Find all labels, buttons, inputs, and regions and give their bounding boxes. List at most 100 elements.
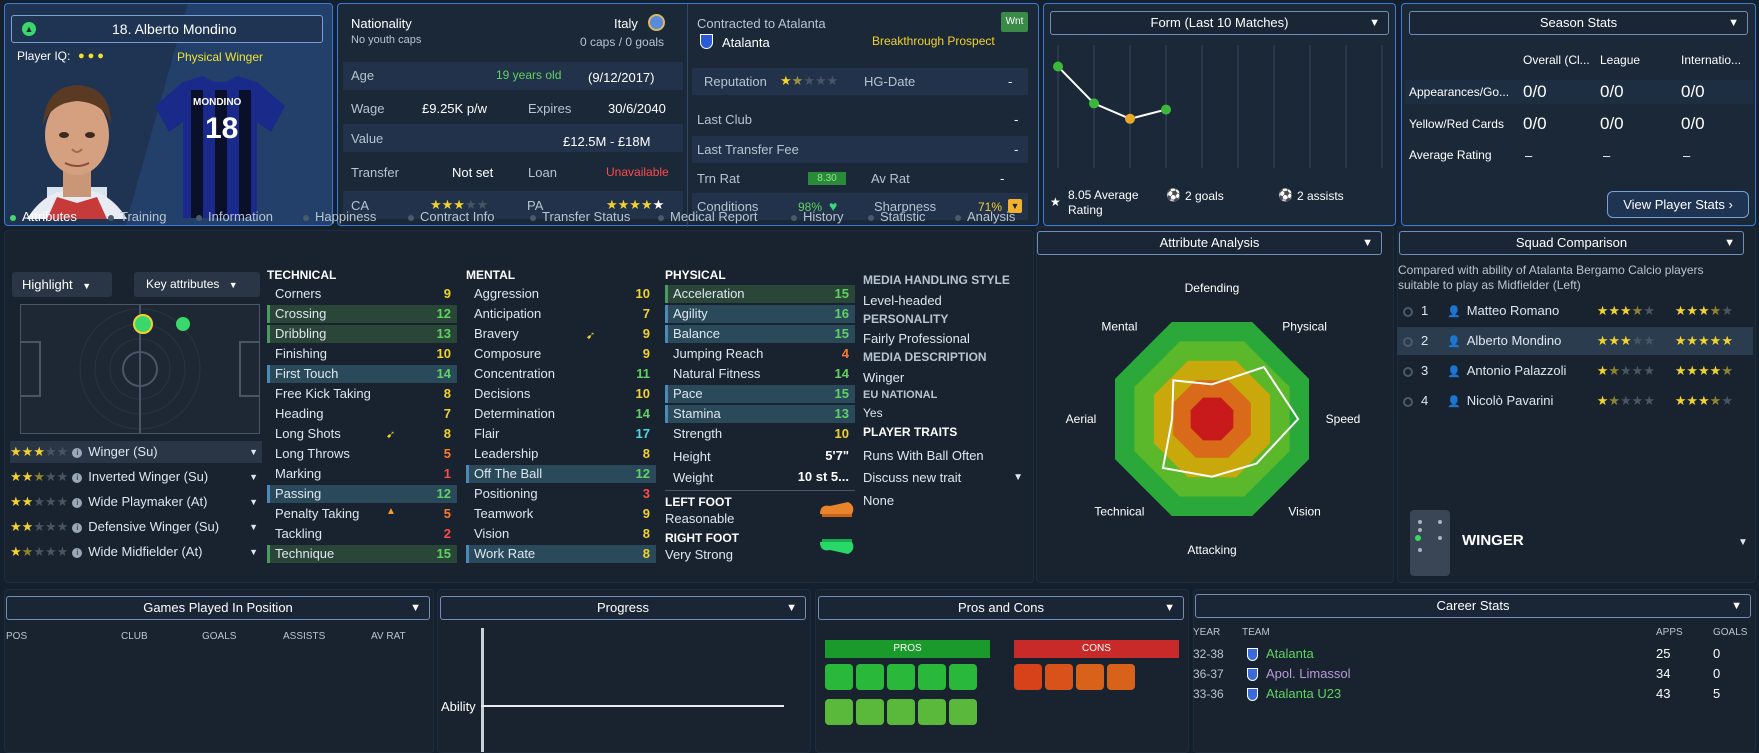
- squad-row[interactable]: 1 👤 Matteo Romano ★★★★★ ★★★★★: [1397, 297, 1753, 325]
- eu-value: Yes: [863, 406, 883, 420]
- form-point[interactable]: [1089, 98, 1099, 109]
- info-icon[interactable]: i: [72, 497, 83, 508]
- info-icon[interactable]: i: [72, 547, 83, 558]
- attribute-teamwork[interactable]: Teamwork 9: [466, 505, 656, 523]
- career-row[interactable]: 33-36 Atalanta U23 43 5: [1193, 684, 1753, 704]
- attribute-long-throws[interactable]: Long Throws 5: [267, 445, 457, 463]
- progress-header[interactable]: Progress ▼: [440, 596, 806, 620]
- radio-icon: [1403, 306, 1413, 317]
- form-header[interactable]: Form (Last 10 Matches) ▼: [1050, 11, 1389, 35]
- attribute-aggression[interactable]: Aggression 10: [466, 285, 656, 303]
- highlight-dropdown[interactable]: Highlight ▼: [12, 272, 112, 297]
- role-option[interactable]: ★★★★★ i Inverted Winger (Su) ▼: [10, 466, 262, 488]
- attribute-tackling[interactable]: Tackling 2: [267, 525, 457, 543]
- cons-icons: [1014, 664, 1184, 693]
- tab-attributes[interactable]: Attributes: [10, 208, 77, 226]
- attribute-concentration[interactable]: Concentration 11: [466, 365, 656, 383]
- attribute-corners[interactable]: Corners 9: [267, 285, 457, 303]
- info-icon[interactable]: i: [72, 472, 83, 483]
- attribute-work-rate[interactable]: Work Rate 8: [466, 545, 656, 563]
- games-header[interactable]: Games Played In Position ▼: [6, 596, 430, 620]
- squad-row[interactable]: 4 👤 Nicolò Pavarini ★★★★★ ★★★★★: [1397, 387, 1753, 415]
- squad-row[interactable]: 2 👤 Alberto Mondino ★★★★★ ★★★★★: [1397, 327, 1753, 355]
- discuss-trait-dropdown[interactable]: Discuss new trait ▼: [863, 470, 1023, 490]
- attribute-first-touch[interactable]: First Touch 14: [267, 365, 457, 383]
- attribute-free-kick-taking[interactable]: Free Kick Taking 8: [267, 385, 457, 403]
- attribute-strength[interactable]: Strength 10: [665, 425, 855, 443]
- attribute-marking[interactable]: Marking 1: [267, 465, 457, 483]
- role-option[interactable]: ★★★★★ i Wide Midfielder (At) ▼: [10, 541, 262, 563]
- tab-transfer-status[interactable]: Transfer Status: [530, 208, 630, 226]
- info-icon[interactable]: i: [72, 447, 83, 458]
- attribute-acceleration[interactable]: Acceleration 15: [665, 285, 855, 303]
- attribute-penalty-taking[interactable]: Penalty Taking 5: [267, 505, 457, 523]
- season-header[interactable]: Season Stats ▼: [1409, 11, 1748, 35]
- attribute-leadership[interactable]: Leadership 8: [466, 445, 656, 463]
- attribute-determination[interactable]: Determination 14: [466, 405, 656, 423]
- chevron-down-icon: ▼: [249, 547, 258, 557]
- globe-icon: [648, 14, 665, 31]
- career-header[interactable]: Career Stats ▼: [1195, 594, 1751, 618]
- attribute-dribbling[interactable]: Dribbling 13: [267, 325, 457, 343]
- role-option[interactable]: ★★★★★ i Defensive Winger (Su) ▼: [10, 516, 262, 538]
- attribute-heading[interactable]: Heading 7: [267, 405, 457, 423]
- key-attributes-dropdown[interactable]: Key attributes ▼: [134, 272, 260, 297]
- highlight-label: Highlight: [22, 277, 73, 292]
- career-team[interactable]: Atalanta U23: [1266, 686, 1342, 701]
- career-team[interactable]: Atalanta: [1266, 646, 1314, 661]
- tab-history[interactable]: History: [791, 208, 843, 226]
- tab-statistic[interactable]: Statistic: [868, 208, 926, 226]
- attribute-value: 14: [436, 366, 451, 381]
- attribute-agility[interactable]: Agility 16: [665, 305, 855, 323]
- tab-contract-info[interactable]: Contract Info: [408, 208, 494, 226]
- transfer-value[interactable]: Not set: [452, 165, 494, 180]
- attribute-bravery[interactable]: Bravery 9: [466, 325, 656, 343]
- attribute-pace[interactable]: Pace 15: [665, 385, 855, 403]
- rep-row: [692, 68, 1028, 95]
- tab-analysis[interactable]: Analysis: [955, 208, 1015, 226]
- attribute-composure[interactable]: Composure 9: [466, 345, 656, 363]
- attribute-value: 8: [642, 546, 650, 561]
- view-player-stats-button[interactable]: View Player Stats ›: [1607, 191, 1749, 218]
- attribute-off-the-ball[interactable]: Off The Ball 12: [466, 465, 656, 483]
- attribute-natural-fitness[interactable]: Natural Fitness 14: [665, 365, 855, 383]
- attribute-crossing[interactable]: Crossing 12: [267, 305, 457, 323]
- attribute-anticipation[interactable]: Anticipation 7: [466, 305, 656, 323]
- attribute-balance[interactable]: Balance 15: [665, 325, 855, 343]
- star-icon: ★: [1050, 195, 1061, 209]
- form-point[interactable]: [1125, 113, 1135, 124]
- attribute-positioning[interactable]: Positioning 3: [466, 485, 656, 503]
- attribute-vision[interactable]: Vision 8: [466, 525, 656, 543]
- attribute-decisions[interactable]: Decisions 10: [466, 385, 656, 403]
- sharpness-icon: ▼: [1008, 199, 1022, 213]
- career-team[interactable]: Apol. Limassol: [1266, 666, 1351, 681]
- dob-value: (9/12/2017): [588, 70, 655, 85]
- attribute-flair[interactable]: Flair 17: [466, 425, 656, 443]
- role-option[interactable]: ★★★★★ i Winger (Su) ▼: [10, 441, 262, 463]
- form-point[interactable]: [1053, 61, 1063, 72]
- attribute-finishing[interactable]: Finishing 10: [267, 345, 457, 363]
- form-point[interactable]: [1161, 104, 1171, 115]
- attribute-technique[interactable]: Technique 15: [267, 545, 457, 563]
- career-row[interactable]: 36-37 Apol. Limassol 34 0: [1193, 664, 1753, 684]
- media-desc-value: Winger: [863, 370, 905, 385]
- pros-cons-header[interactable]: Pros and Cons ▼: [818, 596, 1184, 620]
- info-icon[interactable]: i: [72, 522, 83, 533]
- tab-medical-report[interactable]: Medical Report: [658, 208, 757, 226]
- attribute-long-shots[interactable]: Long Shots 8: [267, 425, 457, 443]
- role-option[interactable]: ★★★★★ i Wide Playmaker (At) ▼: [10, 491, 262, 513]
- club-name[interactable]: Atalanta: [722, 35, 770, 50]
- tab-happiness[interactable]: Happiness: [303, 208, 376, 226]
- attribute-stamina[interactable]: Stamina 13: [665, 405, 855, 423]
- analysis-header[interactable]: Attribute Analysis ▼: [1037, 231, 1382, 255]
- tab-information[interactable]: Information: [196, 208, 273, 226]
- tab-label: History: [803, 209, 844, 224]
- chevron-down-icon[interactable]: ▼: [1738, 537, 1748, 548]
- squad-header[interactable]: Squad Comparison ▼: [1399, 231, 1744, 255]
- career-row[interactable]: 32-38 Atalanta 25 0: [1193, 644, 1753, 664]
- attribute-jumping-reach[interactable]: Jumping Reach 4: [665, 345, 855, 363]
- tab-training[interactable]: Training: [108, 208, 166, 226]
- tab-dot: [530, 214, 536, 221]
- squad-row[interactable]: 3 👤 Antonio Palazzoli ★★★★★ ★★★★★: [1397, 357, 1753, 385]
- attribute-passing[interactable]: Passing 12: [267, 485, 457, 503]
